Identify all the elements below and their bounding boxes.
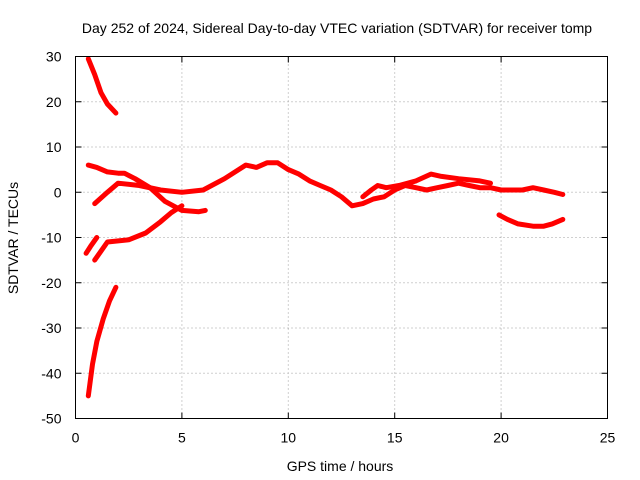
series-line-arc-3 xyxy=(83,235,100,256)
y-tick-label: -40 xyxy=(41,365,61,381)
x-tick-label: 20 xyxy=(493,430,509,446)
y-tick-label: 0 xyxy=(54,184,62,200)
y-tick-label: 10 xyxy=(46,139,62,155)
series-line-arc-2 xyxy=(85,284,119,399)
series-group xyxy=(83,56,566,399)
chart-title: Day 252 of 2024, Sidereal Day-to-day VTE… xyxy=(82,20,592,36)
series-line-arc-6 xyxy=(92,160,566,209)
y-tick-label: -50 xyxy=(41,411,61,427)
series-line-arc-4 xyxy=(92,203,185,263)
grid xyxy=(75,56,608,419)
y-tick-label: -20 xyxy=(41,275,61,291)
x-tick-label: 25 xyxy=(600,430,616,446)
series-line-arc-7 xyxy=(360,171,493,200)
y-tick-label: 30 xyxy=(46,49,62,65)
x-tick-label: 0 xyxy=(72,430,80,446)
y-tick-label: 20 xyxy=(46,94,62,110)
x-tick-label: 5 xyxy=(178,430,186,446)
y-tick-label: -30 xyxy=(41,320,61,336)
series-line-arc-1 xyxy=(85,56,119,116)
series-line-arc-8 xyxy=(496,212,566,229)
x-tick-label: 10 xyxy=(281,430,297,446)
y-tick-label: -10 xyxy=(41,230,61,246)
series-line-arc-5 xyxy=(85,162,208,215)
x-tick-label: 15 xyxy=(387,430,403,446)
ticks: 0 5 10 15 20 25 -50 -40 -30 -20 -10 0 10 20 30 xyxy=(41,49,615,446)
y-axis-label: SDTVAR / TECUs xyxy=(5,182,21,294)
x-axis-label: GPS time / hours xyxy=(287,458,394,474)
